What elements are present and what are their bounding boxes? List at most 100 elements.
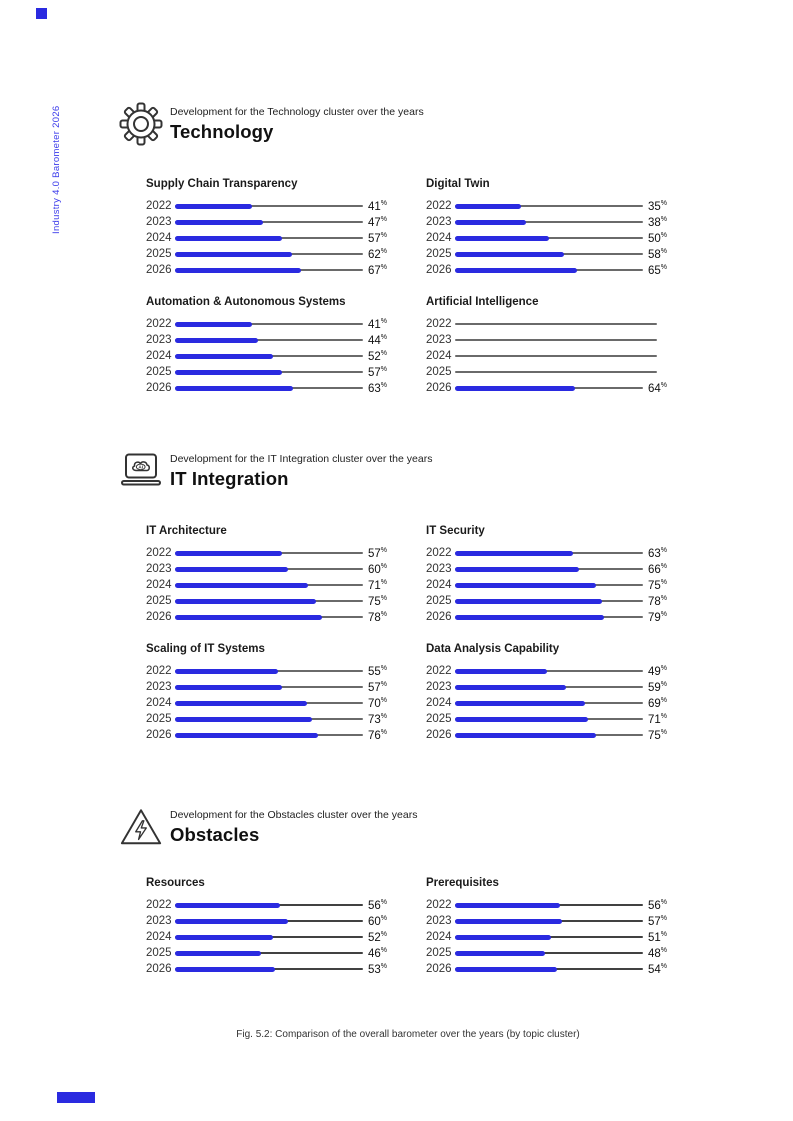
bar-track [175,716,363,722]
value-bar [455,902,561,908]
bar-track [455,355,657,357]
bar-row: 2022 [426,316,670,332]
year-label: 2026 [426,729,452,741]
bar-track [175,219,363,225]
value-bar [455,385,576,391]
bar-row: 2023 57% [426,913,670,929]
bar-row: 2025 62% [146,246,390,262]
section-technology: Development for the Technology cluster o… [118,101,678,396]
bar-row: 2022 56% [426,897,670,913]
year-label: 2024 [426,232,452,244]
year-label: 2023 [426,334,452,346]
bar-track [175,203,363,209]
bar-row: 2026 76% [146,727,390,743]
year-label: 2026 [426,611,452,623]
year-label: 2023 [426,681,452,693]
value-label: 56% [368,898,388,912]
cluster-header: Development for the Technology cluster o… [118,101,678,147]
value-label: 47% [368,215,388,229]
value-bar [175,582,309,588]
bar-row: 2025 48% [426,945,670,961]
warning-triangle-icon [118,804,164,850]
bar-row: 2026 67% [146,262,390,278]
year-label: 2022 [146,200,172,212]
value-bar [455,934,551,940]
value-bar [175,716,313,722]
figure-caption: Fig. 5.2: Comparison of the overall baro… [236,1029,580,1040]
value-bar [175,321,253,327]
charts-grid: IT Architecture 2022 57% 2023 60% 2024 71% 2025… [146,525,678,743]
year-label: 2025 [426,947,452,959]
value-label: 57% [368,231,388,245]
bar-track [455,385,643,391]
bar-row: 2023 60% [146,913,390,929]
bar-row: 2026 64% [426,380,670,396]
value-label: 57% [368,365,388,379]
year-label: 2023 [146,563,172,575]
bar-row: 2024 50% [426,230,670,246]
bar-row: 2025 78% [426,593,670,609]
value-label: 69% [648,696,668,710]
bar-track [175,934,363,940]
bar-track [175,902,363,908]
cluster-kicker: Development for the Obstacles cluster ov… [170,808,418,821]
value-label: 52% [368,349,388,363]
year-label: 2026 [426,264,452,276]
bar-track [175,267,363,273]
year-label: 2024 [146,931,172,943]
value-bar [175,219,264,225]
value-label: 63% [368,381,388,395]
value-label: 53% [368,962,388,976]
value-label: 66% [648,562,668,576]
bar-row: 2025 73% [146,711,390,727]
chart-title: Automation & Autonomous Systems [146,296,346,308]
value-label: 46% [368,946,388,960]
value-label: 78% [648,594,668,608]
year-label: 2025 [426,366,452,378]
value-label: 49% [648,664,668,678]
bar-track [175,385,363,391]
year-label: 2026 [146,382,172,394]
value-bar [455,566,580,572]
value-bar [175,902,281,908]
bar-row: 2024 57% [146,230,390,246]
value-bar [175,934,273,940]
value-label: 78% [368,610,388,624]
bar-row: 2024 69% [426,695,670,711]
chart-title: Data Analysis Capability [426,643,560,655]
chart-title: Supply Chain Transparency [146,178,298,190]
year-label: 2022 [146,318,172,330]
bar-row: 2025 57% [146,364,390,380]
value-label: 65% [648,263,668,277]
bar-track [455,700,643,706]
bar-track [175,950,363,956]
year-label: 2022 [426,318,452,330]
value-label: 60% [368,562,388,576]
value-bar [175,684,283,690]
bar-track [455,732,643,738]
year-label: 2025 [146,713,172,725]
bar-track [455,716,643,722]
year-label: 2024 [146,232,172,244]
value-label: 57% [648,914,668,928]
value-bar [175,614,322,620]
value-bar [175,732,318,738]
year-label: 2023 [426,563,452,575]
mini-chart: Automation & Autonomous Systems 2022 41% 20… [146,296,390,396]
mini-chart: Artificial Intelligence 2022 2023 2024 2025 2… [426,296,670,396]
bar-track [455,918,643,924]
value-bar [175,700,307,706]
bar-track [455,371,657,373]
year-label: 2023 [146,915,172,927]
year-label: 2025 [146,248,172,260]
mini-chart: Data Analysis Capability 2022 49% 2023 59% 20… [426,643,670,743]
bar-track [175,251,363,257]
value-bar [175,267,301,273]
value-bar [455,203,521,209]
chart-title: Scaling of IT Systems [146,643,265,655]
bar-track [175,321,363,327]
mini-chart: Supply Chain Transparency 2022 41% 2023 47% 2… [146,178,390,278]
bar-track [175,732,363,738]
bar-row: 2024 [426,348,670,364]
value-label: 64% [648,381,668,395]
